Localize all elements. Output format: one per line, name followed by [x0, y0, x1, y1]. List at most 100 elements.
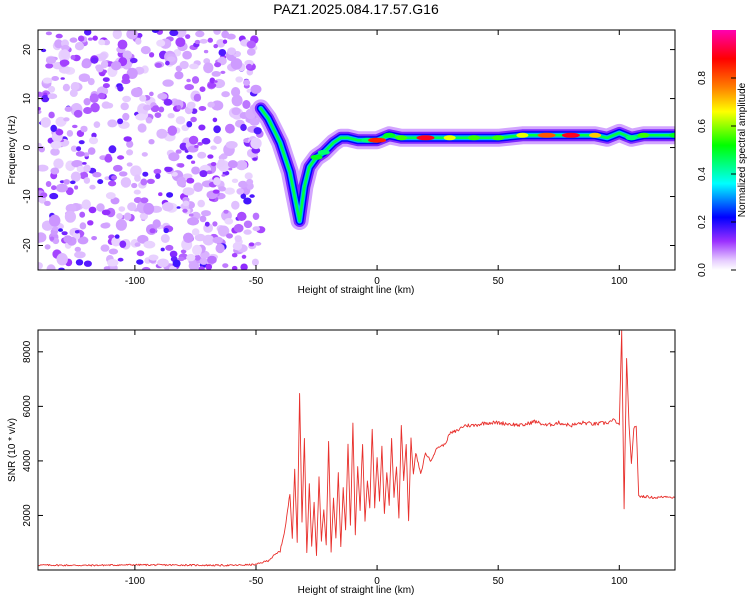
noise-blob: [133, 189, 141, 195]
noise-blob: [244, 59, 254, 67]
noise-blob: [113, 164, 123, 172]
x-tick-label: 100: [611, 576, 628, 587]
y-tick-label: -10: [22, 189, 33, 204]
signal-hotspot: [383, 132, 396, 138]
noise-blob: [186, 154, 193, 160]
x-tick-label: -100: [125, 576, 145, 587]
noise-blob: [250, 137, 262, 150]
noise-blob: [55, 128, 64, 136]
y-tick-label: 8000: [22, 340, 33, 363]
noise-blob: [102, 69, 107, 74]
noise-blob: [172, 259, 181, 268]
y-tick-label: 20: [22, 44, 33, 56]
noise-blob: [176, 206, 181, 209]
colorbar-tick-label: 0.2: [697, 215, 708, 229]
noise-blob: [246, 63, 252, 70]
noise-blob: [149, 91, 154, 97]
noise-blob: [133, 197, 143, 204]
noise-blob: [198, 266, 205, 270]
noise-blob: [60, 49, 70, 59]
noise-blob: [90, 57, 99, 64]
noise-blob: [207, 255, 217, 264]
noise-blob: [62, 83, 70, 92]
noise-blob: [169, 30, 179, 37]
spectrogram-xlabel: Height of straight line (km): [298, 285, 415, 296]
noise-blob: [240, 193, 247, 199]
noise-blob: [98, 52, 108, 61]
noise-blob: [211, 71, 221, 77]
noise-blob: [70, 55, 76, 60]
x-tick-label: -100: [125, 276, 145, 287]
noise-blob: [179, 142, 188, 151]
noise-blob: [134, 242, 141, 247]
noise-blob: [88, 206, 97, 214]
noise-blob: [189, 63, 199, 70]
noise-blob: [69, 37, 78, 43]
noise-blob: [252, 226, 261, 232]
noise-blob: [207, 37, 213, 43]
noise-blob: [246, 48, 256, 56]
noise-blob: [211, 100, 224, 111]
noise-blob: [64, 106, 73, 112]
noise-blob: [206, 170, 213, 175]
colorbar-gradient: [712, 30, 736, 270]
noise-blob: [116, 213, 123, 220]
colorbar-tick-label: 0.4: [697, 167, 708, 181]
signal-hotspot: [561, 132, 580, 138]
noise-blob: [104, 155, 113, 163]
noise-blob: [243, 79, 251, 86]
noise-blob: [63, 117, 70, 122]
noise-blob: [182, 200, 190, 207]
noise-blob: [51, 76, 59, 81]
noise-blob: [98, 39, 106, 46]
noise-blob: [186, 177, 195, 184]
noise-blob: [165, 60, 170, 66]
noise-blob: [74, 246, 82, 253]
noise-blob: [233, 223, 244, 233]
noise-blob: [236, 160, 248, 171]
noise-blob: [156, 128, 168, 139]
noise-blob: [45, 31, 53, 36]
noise-blob: [236, 188, 244, 195]
noise-blob: [231, 253, 238, 258]
noise-blob: [87, 220, 94, 226]
noise-blob: [199, 38, 208, 44]
noise-blob: [221, 174, 226, 177]
noise-blob: [154, 112, 162, 118]
noise-blob: [207, 101, 215, 108]
noise-blob: [185, 34, 191, 39]
noise-blob: [209, 77, 216, 84]
noise-blob: [126, 149, 134, 156]
snr-xlabel: Height of straight line (km): [298, 585, 415, 596]
noise-blob: [162, 202, 174, 212]
noise-blob: [130, 165, 142, 177]
noise-blob: [145, 117, 153, 124]
noise-blob: [73, 109, 83, 118]
noise-blob: [224, 218, 234, 225]
noise-blob: [65, 187, 74, 196]
noise-blob: [199, 257, 208, 265]
x-tick-label: -50: [249, 576, 264, 587]
noise-blob: [178, 256, 185, 262]
noise-blob: [112, 30, 122, 40]
noise-blob: [58, 228, 63, 232]
noise-blob: [101, 101, 111, 109]
noise-blob: [153, 168, 162, 175]
noise-blob: [38, 109, 42, 114]
x-tick-label: 0: [374, 576, 380, 587]
noise-blob: [117, 257, 124, 262]
noise-blob: [117, 155, 125, 160]
noise-blob: [213, 135, 222, 145]
noise-blob: [253, 127, 262, 135]
noise-blob: [191, 76, 200, 84]
y-tick-label: 6000: [22, 395, 33, 418]
noise-blob: [182, 208, 188, 213]
noise-blob: [179, 60, 189, 70]
noise-blob: [217, 225, 230, 237]
signal-hotspot: [625, 135, 638, 141]
noise-blob: [231, 265, 238, 270]
noise-blob: [91, 236, 97, 241]
noise-blob: [89, 93, 99, 103]
noise-blob: [46, 264, 56, 270]
noise-blob: [115, 219, 127, 231]
